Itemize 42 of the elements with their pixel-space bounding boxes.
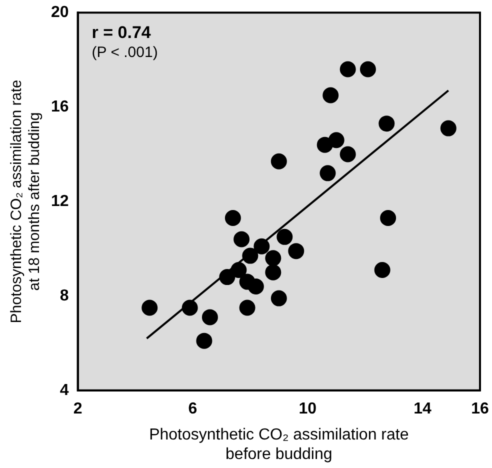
- point: [182, 300, 198, 316]
- annotation: (P < .001): [92, 44, 158, 62]
- point: [270, 290, 287, 306]
- y-tick-label: 20: [51, 4, 69, 22]
- point: [230, 262, 247, 278]
- point: [340, 146, 356, 162]
- point: [322, 87, 339, 104]
- point: [316, 136, 333, 153]
- annotation: r = 0.74: [92, 22, 152, 42]
- point: [242, 248, 258, 264]
- point: [340, 61, 356, 78]
- point: [374, 262, 390, 278]
- point: [219, 269, 236, 286]
- y-tick-label: 4: [60, 382, 69, 399]
- x-tick-label: 6: [188, 400, 198, 418]
- y-axis-title: Photosynthetic CO₂ assimilation rate at 18 months after budding: [8, 80, 44, 324]
- point: [378, 116, 395, 132]
- point: [360, 61, 376, 78]
- x-axis-title: Photosynthetic CO₂ assimilation rate before budding: [149, 426, 409, 463]
- point: [440, 120, 456, 136]
- point: [276, 228, 293, 245]
- x-tick-label: 10: [298, 400, 317, 418]
- point: [202, 309, 218, 326]
- point: [265, 264, 282, 280]
- point: [234, 231, 250, 248]
- point: [254, 238, 270, 254]
- point: [288, 243, 304, 260]
- point: [224, 210, 241, 226]
- point: [270, 153, 287, 170]
- x-tick-label: 2: [73, 400, 82, 418]
- point: [380, 210, 396, 226]
- y-tick-label: 12: [51, 192, 69, 210]
- point: [142, 300, 158, 316]
- point: [196, 332, 212, 349]
- y-tick-label: 8: [60, 287, 69, 304]
- x-tick-label: 14: [414, 400, 432, 418]
- y-tick-label: 16: [51, 98, 69, 116]
- point: [248, 278, 264, 295]
- point: [265, 250, 282, 266]
- point: [320, 165, 336, 182]
- x-tick-label: 16: [471, 400, 489, 418]
- point: [239, 300, 256, 316]
